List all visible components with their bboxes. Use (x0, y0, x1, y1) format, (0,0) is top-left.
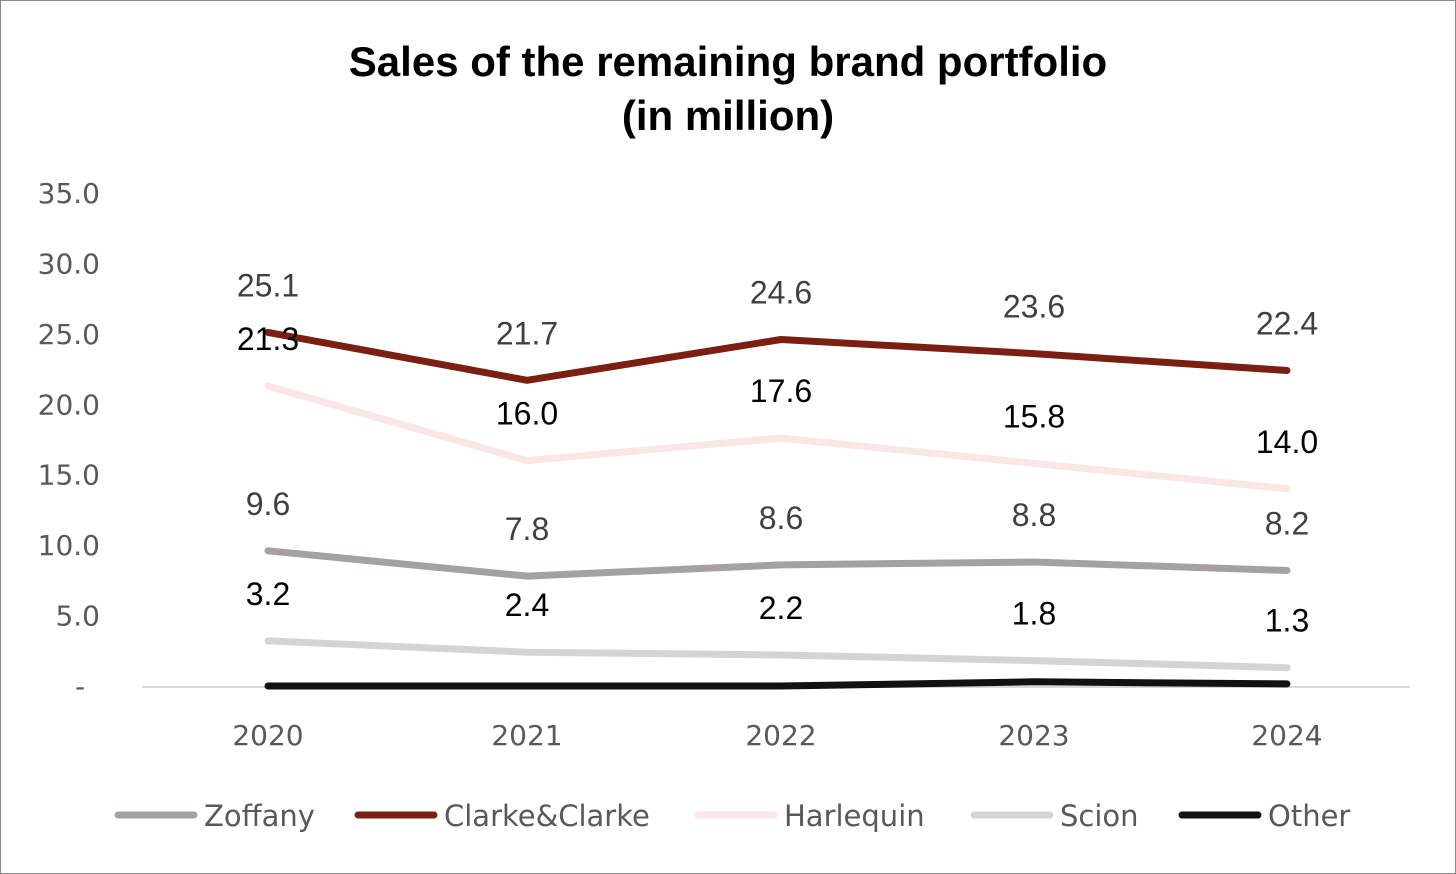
data-label: 8.6 (759, 500, 803, 536)
data-label: 16.0 (496, 396, 558, 432)
series-line-zoffany (264, 547, 1291, 580)
y-tick-label: 5.0 (55, 600, 100, 633)
data-label: 22.4 (1256, 305, 1318, 341)
legend-label: Zoffany (204, 799, 315, 833)
data-label: 8.8 (1012, 497, 1056, 533)
y-tick-label: 20.0 (38, 388, 100, 421)
data-label: 17.6 (750, 373, 812, 409)
series-line-clarke-clarke (264, 328, 1291, 384)
y-tick-label: 15.0 (38, 459, 100, 492)
data-label: 2.2 (759, 590, 803, 626)
data-label: 23.6 (1003, 289, 1065, 325)
legend-label: Harlequin (784, 799, 925, 833)
data-label: 25.1 (237, 267, 299, 303)
chart-subtitle: (in million) (621, 92, 835, 139)
chart-title: Sales of the remaining brand portfolio (348, 38, 1108, 85)
y-tick-label: - (75, 670, 85, 703)
data-label: 2.4 (505, 587, 549, 623)
data-label: 7.8 (505, 511, 549, 547)
series-line-other (264, 678, 1291, 690)
x-tick-label: 2020 (232, 719, 303, 752)
data-label: 1.3 (1265, 603, 1309, 639)
data-label: 8.2 (1265, 505, 1309, 541)
data-label: 3.2 (246, 576, 290, 612)
data-label: 1.8 (1012, 596, 1056, 632)
legend-label: Other (1268, 799, 1350, 833)
x-tick-label: 2021 (491, 719, 562, 752)
legend-label: Clarke&Clarke (444, 799, 650, 833)
y-tick-label: 30.0 (38, 247, 100, 280)
data-label: 21.7 (496, 315, 558, 351)
x-tick-label: 2024 (1251, 719, 1322, 752)
series-line-harlequin (264, 382, 1291, 493)
y-tick-label: 25.0 (38, 318, 100, 351)
data-label: 21.3 (237, 321, 299, 357)
data-label: 14.0 (1256, 424, 1318, 460)
data-label: 24.6 (750, 274, 812, 310)
x-tick-label: 2023 (998, 719, 1069, 752)
x-tick-label: 2022 (745, 719, 816, 752)
y-tick-label: 35.0 (38, 177, 100, 210)
data-label: 15.8 (1003, 398, 1065, 434)
series-line-scion (264, 637, 1291, 672)
y-tick-label: 10.0 (38, 529, 100, 562)
data-label: 9.6 (246, 486, 290, 522)
legend-label: Scion (1060, 799, 1139, 833)
